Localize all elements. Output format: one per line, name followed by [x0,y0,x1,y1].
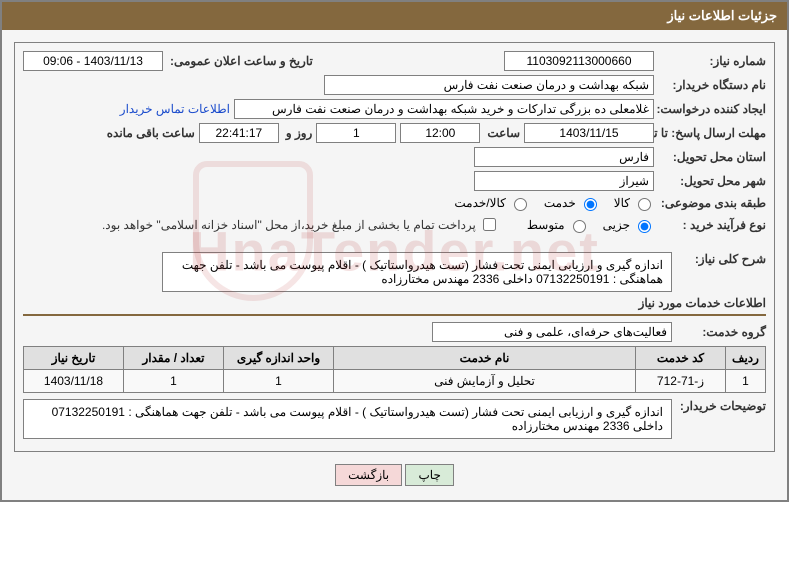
process-radio-medium[interactable]: متوسط [527,217,589,233]
print-button[interactable]: چاپ [405,464,453,486]
cell-row: 1 [726,370,766,393]
service-group-value: فعالیت‌های حرفه‌ای، علمی و فنی [432,322,672,342]
th-row: ردیف [726,347,766,370]
buyer-contact-link[interactable]: اطلاعات تماس خریدار [120,102,230,116]
payment-note: پرداخت تمام یا بخشی از مبلغ خرید،از محل … [102,218,476,232]
category-radio-group: کالا خدمت کالا/خدمت [454,195,654,211]
radio-label: جزیی [603,218,630,232]
desc-label: شرح کلی نیاز: [676,252,766,266]
cell-code: ز-71-712 [636,370,726,393]
buyer-org-value: شبکه بهداشت و درمان صنعت نفت فارس [324,75,654,95]
process-type-label: نوع فرآیند خرید : [658,218,766,232]
buyer-notes-label: توضیحات خریدار: [676,399,766,413]
payment-checkbox[interactable]: پرداخت تمام یا بخشی از مبلغ خرید،از محل … [102,215,499,234]
need-number-label: شماره نیاز: [658,54,766,68]
th-name: نام خدمت [334,347,636,370]
days-and-label: روز و [283,126,313,140]
main-content: شماره نیاز: 1103092113000660 تاریخ و ساع… [14,42,775,452]
desc-value: اندازه گیری و ارزیابی ایمنی تحت فشار (تس… [162,252,672,292]
category-radio-both[interactable]: کالا/خدمت [454,195,529,211]
table-row: 1 ز-71-712 تحلیل و آزمایش فنی 1 1 1403/1… [24,370,766,393]
services-table: ردیف کد خدمت نام خدمت واحد اندازه گیری ت… [23,346,766,393]
deadline-date-value: 1403/11/15 [524,123,654,143]
buyer-org-label: نام دستگاه خریدار: [658,78,766,92]
cell-name: تحلیل و آزمایش فنی [334,370,636,393]
deadline-time-value: 12:00 [400,123,480,143]
requester-value: غلامعلی ده بزرگی تدارکات و خرید شبکه بهد… [234,99,654,119]
deadline-label: مهلت ارسال پاسخ: تا تاریخ: [658,126,766,140]
th-qty: تعداد / مقدار [124,347,224,370]
remaining-label: ساعت باقی مانده [104,126,195,140]
back-button[interactable]: بازگشت [335,464,402,486]
services-section-title: اطلاعات خدمات مورد نیاز [23,296,766,310]
province-value: فارس [474,147,654,167]
category-radio-service[interactable]: خدمت [544,195,600,211]
radio-label: کالا [614,196,630,210]
radio-label: خدمت [544,196,576,210]
radio-label: متوسط [527,218,565,232]
category-label: طبقه بندی موضوعی: [658,196,766,210]
buyer-notes-value: اندازه گیری و ارزیابی ایمنی تحت فشار (تس… [23,399,672,439]
city-value: شیراز [474,171,654,191]
cell-qty: 1 [124,370,224,393]
cell-date: 1403/11/18 [24,370,124,393]
radio-label: کالا/خدمت [454,196,505,210]
city-label: شهر محل تحویل: [658,174,766,188]
announce-date-value: 1403/11/13 - 09:06 [23,51,163,71]
th-unit: واحد اندازه گیری [224,347,334,370]
need-number-value: 1103092113000660 [504,51,654,71]
page-title: جزئیات اطلاعات نیاز [2,2,787,30]
time-label: ساعت [484,126,520,140]
section-divider [23,314,766,316]
process-radio-minor[interactable]: جزیی [603,217,654,233]
province-label: استان محل تحویل: [658,150,766,164]
cell-unit: 1 [224,370,334,393]
days-count-value: 1 [316,123,396,143]
remaining-time-value: 22:41:17 [199,123,279,143]
service-group-label: گروه خدمت: [676,325,766,339]
th-code: کد خدمت [636,347,726,370]
th-date: تاریخ نیاز [24,347,124,370]
requester-label: ایجاد کننده درخواست: [658,102,766,116]
process-radio-group: جزیی متوسط [527,217,654,233]
announce-date-label: تاریخ و ساعت اعلان عمومی: [167,54,313,68]
button-row: چاپ بازگشت [2,464,787,486]
category-radio-goods[interactable]: کالا [614,195,654,211]
